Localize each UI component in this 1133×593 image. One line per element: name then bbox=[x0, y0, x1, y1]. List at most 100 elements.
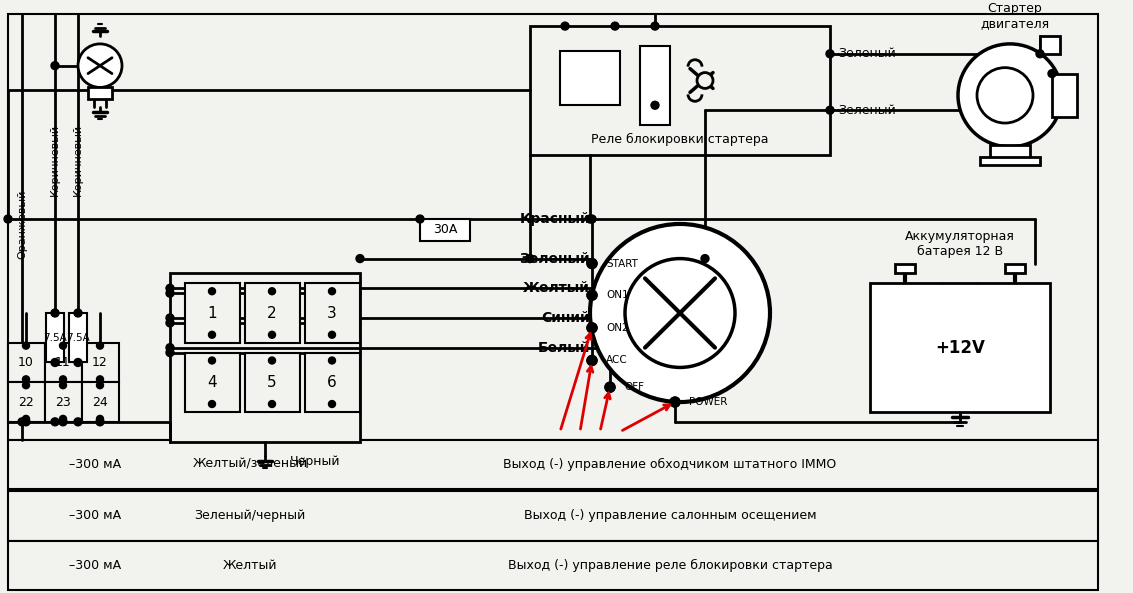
Text: 22: 22 bbox=[18, 396, 34, 409]
Circle shape bbox=[78, 44, 122, 87]
Circle shape bbox=[18, 418, 26, 426]
Circle shape bbox=[670, 397, 680, 407]
Circle shape bbox=[96, 416, 103, 422]
Circle shape bbox=[697, 72, 713, 88]
Bar bbox=[870, 283, 1050, 412]
Circle shape bbox=[60, 342, 67, 349]
Bar bbox=[8, 541, 1098, 590]
Bar bbox=[8, 382, 45, 422]
Circle shape bbox=[22, 418, 29, 426]
Circle shape bbox=[269, 331, 275, 338]
Bar bbox=[305, 353, 360, 412]
Bar bbox=[980, 157, 1040, 165]
Text: 23: 23 bbox=[56, 396, 71, 409]
Circle shape bbox=[590, 224, 770, 402]
Circle shape bbox=[208, 288, 215, 295]
Bar bbox=[1040, 36, 1060, 54]
Circle shape bbox=[51, 418, 59, 426]
Circle shape bbox=[167, 314, 174, 322]
Text: 11: 11 bbox=[56, 356, 71, 369]
Circle shape bbox=[167, 289, 174, 297]
Text: ON2: ON2 bbox=[606, 323, 629, 333]
Text: Желтый: Желтый bbox=[223, 559, 278, 572]
Bar bbox=[69, 313, 87, 362]
Circle shape bbox=[586, 215, 594, 223]
Bar bbox=[8, 14, 1098, 439]
Text: Желтый: Желтый bbox=[523, 281, 590, 295]
Bar bbox=[46, 313, 63, 362]
Text: Черный: Черный bbox=[290, 455, 341, 468]
Circle shape bbox=[959, 44, 1062, 147]
Bar bbox=[185, 353, 240, 412]
Text: 7.5A: 7.5A bbox=[66, 333, 90, 343]
Circle shape bbox=[74, 309, 82, 317]
Bar bbox=[45, 382, 82, 422]
Bar bbox=[1005, 263, 1025, 273]
Circle shape bbox=[651, 22, 659, 30]
Circle shape bbox=[605, 382, 615, 392]
Circle shape bbox=[51, 359, 59, 366]
Bar bbox=[530, 26, 830, 155]
Circle shape bbox=[269, 288, 275, 295]
Circle shape bbox=[587, 259, 597, 269]
Bar bbox=[88, 87, 112, 99]
Text: –300 мА: –300 мА bbox=[69, 509, 121, 522]
Circle shape bbox=[329, 288, 335, 295]
Text: Выход (-) управление реле блокировки стартера: Выход (-) управление реле блокировки ста… bbox=[508, 559, 833, 572]
Text: 3: 3 bbox=[327, 305, 337, 320]
Text: 7.5A: 7.5A bbox=[43, 333, 67, 343]
Circle shape bbox=[526, 254, 534, 263]
Circle shape bbox=[587, 323, 597, 333]
Text: Желтый/зеленый: Желтый/зеленый bbox=[193, 458, 307, 471]
Bar bbox=[185, 283, 240, 343]
Bar bbox=[305, 283, 360, 343]
Circle shape bbox=[51, 309, 59, 317]
Circle shape bbox=[59, 418, 67, 426]
Text: –300 мА: –300 мА bbox=[69, 559, 121, 572]
Text: 5: 5 bbox=[267, 375, 276, 390]
Circle shape bbox=[96, 342, 103, 349]
Bar bbox=[895, 263, 915, 273]
Circle shape bbox=[51, 62, 59, 69]
Circle shape bbox=[651, 101, 659, 109]
Text: Аккумуляторная
батарея 12 В: Аккумуляторная батарея 12 В bbox=[905, 229, 1015, 258]
Bar bbox=[245, 283, 300, 343]
Circle shape bbox=[329, 357, 335, 364]
Circle shape bbox=[587, 356, 597, 365]
Text: Белый: Белый bbox=[538, 340, 590, 355]
Circle shape bbox=[561, 22, 569, 30]
Bar bbox=[8, 439, 1098, 489]
Circle shape bbox=[96, 382, 103, 388]
Circle shape bbox=[1036, 50, 1043, 58]
Text: 10: 10 bbox=[18, 356, 34, 369]
Circle shape bbox=[356, 254, 364, 263]
Circle shape bbox=[23, 376, 29, 382]
Text: 6: 6 bbox=[327, 375, 337, 390]
Text: –300 мА: –300 мА bbox=[69, 458, 121, 471]
Text: 1: 1 bbox=[207, 305, 216, 320]
Circle shape bbox=[625, 259, 735, 368]
Circle shape bbox=[167, 349, 174, 356]
Text: Коричневый: Коричневый bbox=[73, 123, 83, 196]
Circle shape bbox=[588, 215, 596, 223]
Circle shape bbox=[269, 400, 275, 407]
Text: Выход (-) управление салонным осещением: Выход (-) управление салонным осещением bbox=[523, 509, 816, 522]
Bar bbox=[1053, 74, 1077, 117]
Bar bbox=[990, 145, 1030, 162]
Circle shape bbox=[60, 382, 67, 388]
Circle shape bbox=[60, 416, 67, 422]
Text: Реле блокировки стартера: Реле блокировки стартера bbox=[591, 133, 769, 146]
Text: +12V: +12V bbox=[935, 339, 985, 356]
Circle shape bbox=[587, 356, 597, 365]
Circle shape bbox=[208, 357, 215, 364]
Circle shape bbox=[587, 259, 597, 269]
Bar bbox=[8, 491, 1098, 541]
Bar bbox=[420, 219, 470, 241]
Circle shape bbox=[23, 416, 29, 422]
Bar bbox=[560, 51, 620, 105]
Text: 2: 2 bbox=[267, 305, 276, 320]
Text: OFF: OFF bbox=[624, 382, 644, 392]
Circle shape bbox=[167, 344, 174, 352]
Circle shape bbox=[5, 215, 12, 223]
Circle shape bbox=[167, 284, 174, 292]
